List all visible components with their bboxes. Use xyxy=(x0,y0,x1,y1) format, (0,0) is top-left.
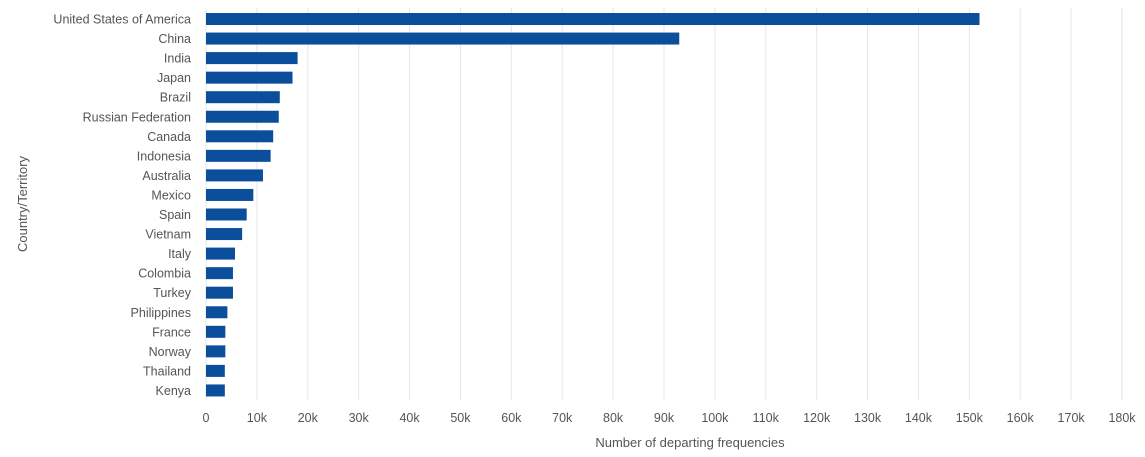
bar[interactable] xyxy=(206,228,243,241)
category-label: Brazil xyxy=(160,91,191,105)
x-tick-label: 160k xyxy=(1007,411,1035,425)
x-tick-label: 140k xyxy=(905,411,933,425)
category-label: Kenya xyxy=(156,384,191,398)
bar[interactable] xyxy=(206,384,225,397)
x-axis-title: Number of departing frequencies xyxy=(595,435,785,450)
x-tick-label: 110k xyxy=(753,411,780,425)
category-label: Italy xyxy=(168,247,192,261)
bar[interactable] xyxy=(206,188,254,201)
x-tick-label: 50k xyxy=(450,411,471,425)
x-tick-label: 80k xyxy=(603,411,624,425)
x-tick-label: 70k xyxy=(552,411,573,425)
category-label: Turkey xyxy=(153,286,191,300)
x-tick-labels: 0 10k 20k 30k 40k 50k 60k 70k 80k 90k 100k 110k 120k… xyxy=(203,411,1137,425)
bar[interactable] xyxy=(206,52,298,65)
x-tick-label: 180k xyxy=(1108,411,1136,425)
x-tick-label: 100k xyxy=(701,411,729,425)
category-label: Australia xyxy=(142,169,191,183)
bar[interactable] xyxy=(206,169,263,182)
category-label: France xyxy=(152,325,191,339)
x-tick-label: 40k xyxy=(399,411,420,425)
x-tick-label: 170k xyxy=(1058,411,1086,425)
x-tick-label: 10k xyxy=(247,411,268,425)
category-label: Russian Federation xyxy=(83,110,191,124)
category-label: Norway xyxy=(149,345,192,359)
category-label: Japan xyxy=(157,71,191,85)
x-tick-label: 130k xyxy=(854,411,882,425)
bar[interactable] xyxy=(206,306,228,319)
bar[interactable] xyxy=(206,364,225,377)
x-tick-label: 90k xyxy=(654,411,675,425)
bar[interactable] xyxy=(206,247,236,260)
category-label: Mexico xyxy=(151,188,191,202)
x-tick-label: 120k xyxy=(803,411,831,425)
x-tick-label: 60k xyxy=(501,411,522,425)
category-label: Thailand xyxy=(143,364,191,378)
x-tick-label: 20k xyxy=(298,411,319,425)
grid-layer xyxy=(205,8,1123,400)
bar[interactable] xyxy=(206,110,279,123)
category-label: China xyxy=(158,32,191,46)
category-label: Spain xyxy=(159,208,191,222)
bar[interactable] xyxy=(206,130,274,143)
category-label: Philippines xyxy=(131,306,191,320)
x-tick-label: 30k xyxy=(349,411,370,425)
x-tick-label: 150k xyxy=(956,411,984,425)
bar[interactable] xyxy=(206,286,233,299)
category-label: Colombia xyxy=(138,267,191,281)
category-label: United States of America xyxy=(53,13,191,27)
bar[interactable] xyxy=(206,13,980,25)
bar[interactable] xyxy=(206,345,226,358)
y-axis-title: Country/Territory xyxy=(15,155,30,252)
bar-layer xyxy=(206,13,980,397)
bar[interactable] xyxy=(206,91,280,104)
bar[interactable] xyxy=(206,71,293,84)
category-label: Vietnam xyxy=(145,228,191,242)
bar[interactable] xyxy=(206,267,233,280)
bar[interactable] xyxy=(206,325,226,338)
bar[interactable] xyxy=(206,208,247,221)
category-label: India xyxy=(164,52,191,66)
x-tick-label: 0 xyxy=(203,411,210,425)
category-labels: United States of America China India Japan B… xyxy=(53,13,191,398)
category-label: Indonesia xyxy=(137,149,191,163)
bar[interactable] xyxy=(206,149,271,162)
bar[interactable] xyxy=(206,32,680,45)
category-label: Canada xyxy=(147,130,191,144)
